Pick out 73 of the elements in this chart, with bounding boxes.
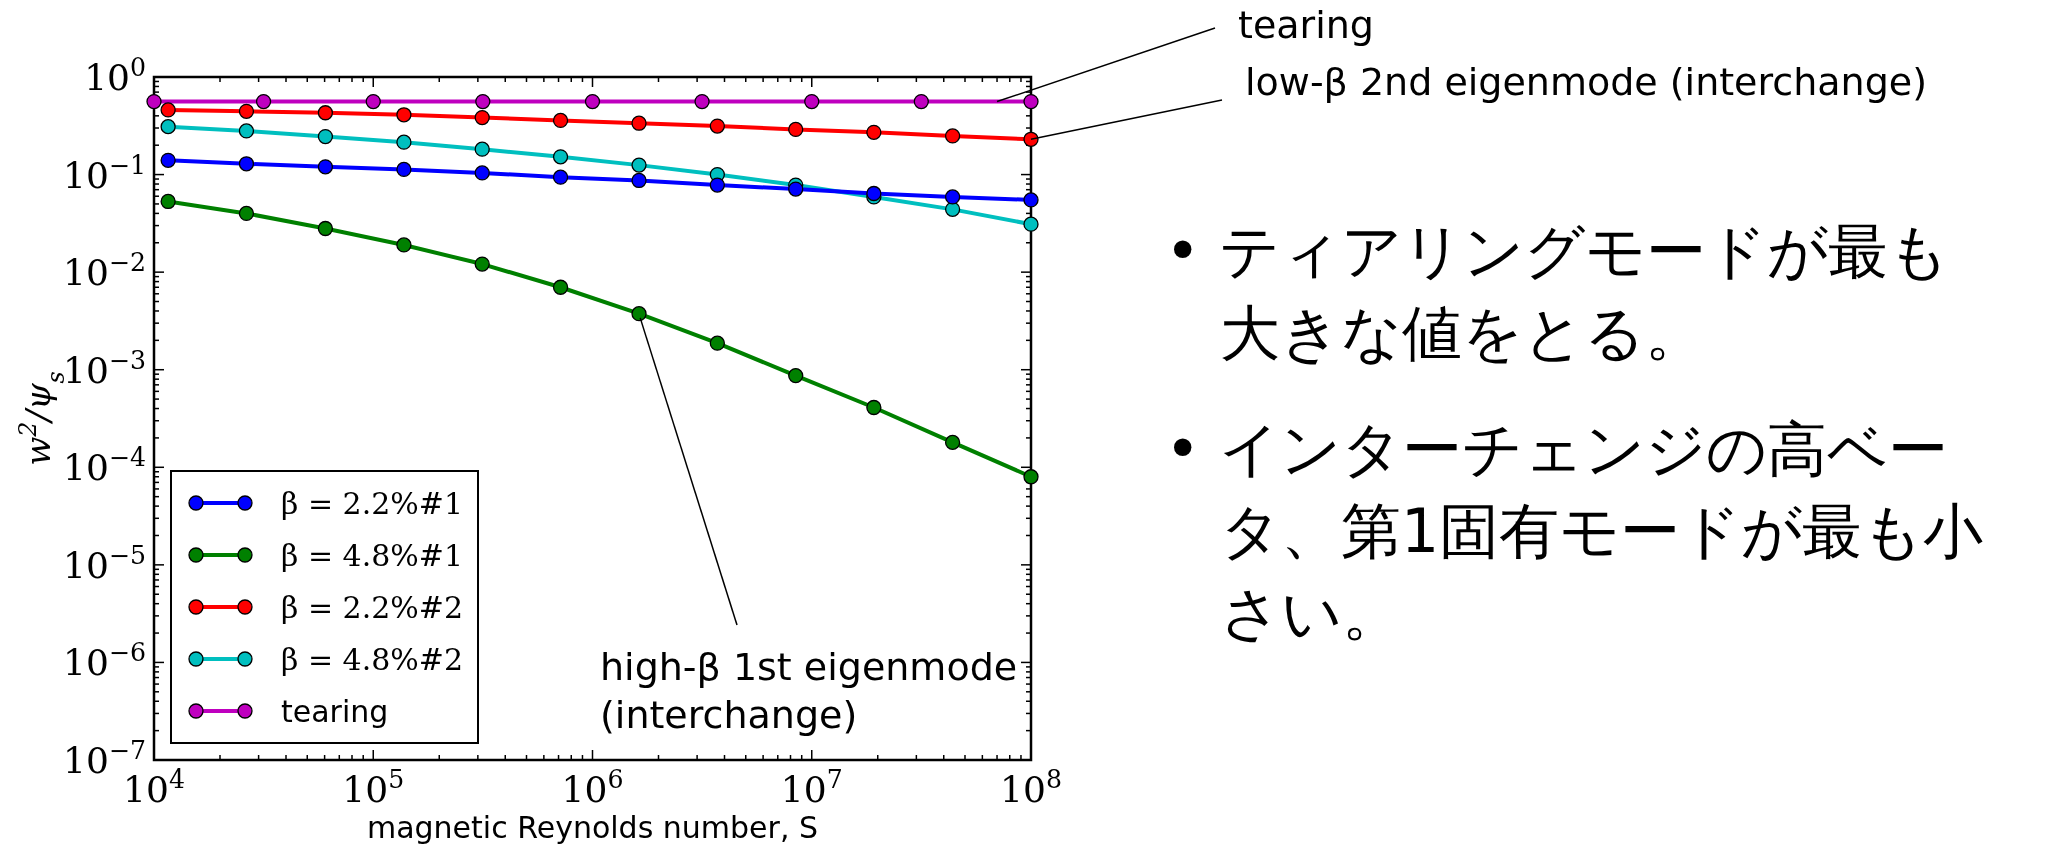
- annotation: tearing: [1238, 3, 1374, 47]
- point: [238, 156, 255, 172]
- y-tick-label: 10$^{0}$: [84, 52, 146, 98]
- legend-label: β = 4.8%#2: [281, 642, 463, 677]
- annotation: low-β 2nd eigenmode (interchange): [1245, 60, 1927, 104]
- legend-item: β = 4.8%#2: [188, 642, 463, 677]
- legend-label: tearing: [281, 694, 389, 729]
- point: [709, 118, 725, 134]
- point: [788, 121, 804, 138]
- point: [709, 177, 725, 193]
- point: [1023, 131, 1039, 147]
- point: [160, 193, 176, 210]
- point: [238, 205, 255, 222]
- legend-label: β = 4.8%#1: [281, 538, 463, 573]
- legend-label: β = 2.2%#1: [281, 486, 463, 521]
- point: [709, 335, 725, 351]
- point: [317, 220, 334, 237]
- point: [788, 181, 804, 197]
- y-tick-label: 10$^{−2}$: [63, 247, 146, 294]
- point: [396, 237, 412, 253]
- legend-label: β = 2.2%#2: [281, 590, 463, 625]
- point: [238, 103, 255, 119]
- point: [631, 306, 647, 322]
- point: [631, 115, 647, 131]
- legend-item: tearing: [188, 694, 389, 729]
- y-tick-label: 10$^{−1}$: [63, 150, 146, 196]
- y-tick-label: 10$^{−6}$: [63, 637, 146, 684]
- point: [788, 367, 804, 384]
- point: [317, 105, 334, 121]
- point: [474, 109, 490, 126]
- point: [866, 399, 882, 416]
- point: [474, 165, 490, 181]
- y-tick-label: 10$^{−5}$: [63, 540, 146, 586]
- x-axis-title: magnetic Reynolds number, S: [366, 810, 819, 845]
- point: [396, 161, 412, 178]
- x-tick-label: 10$^{6}$: [561, 764, 624, 810]
- point: [944, 434, 961, 451]
- point: [1023, 216, 1039, 232]
- point: [944, 189, 961, 205]
- legend-item: β = 2.2%#1: [188, 486, 463, 521]
- x-tick-label: 10$^{8}$: [1000, 764, 1062, 810]
- point: [1023, 469, 1039, 485]
- point: [631, 172, 647, 189]
- x-tick-label: 10$^{7}$: [780, 764, 843, 810]
- point: [317, 159, 334, 175]
- point: [944, 201, 961, 218]
- text: • インターチェンジの高ベータ、第1固有モードが最も小さい。: [1164, 413, 1985, 650]
- point: [474, 141, 490, 157]
- point: [396, 107, 412, 123]
- point: [160, 118, 176, 135]
- point: [396, 134, 412, 150]
- annotation: high-β 1st eigenmode (interchange): [600, 645, 1018, 737]
- point: [944, 128, 961, 144]
- point: [552, 149, 569, 165]
- annotation: high-β 1st eigenmode (interchange): [600, 317, 1018, 737]
- point: [631, 157, 647, 173]
- point: [552, 279, 569, 295]
- point: [238, 123, 255, 139]
- point: [160, 102, 176, 118]
- point: [552, 169, 569, 185]
- x-tick-label: 10$^{5}$: [342, 764, 405, 810]
- y-tick-label: 10$^{−3}$: [63, 345, 146, 391]
- point: [866, 124, 882, 140]
- point: [866, 185, 882, 202]
- point: [160, 152, 176, 168]
- legend-item: β = 2.2%#2: [188, 590, 463, 625]
- point: [474, 256, 490, 272]
- point: [1023, 192, 1039, 208]
- legend-item: β = 4.8%#1: [188, 538, 463, 573]
- text: • ティアリングモードが最も大きな値をとる。: [1164, 215, 1951, 370]
- point: [552, 112, 569, 129]
- annotation: low-β 2nd eigenmode (interchange): [1030, 60, 1927, 141]
- point: [317, 128, 334, 145]
